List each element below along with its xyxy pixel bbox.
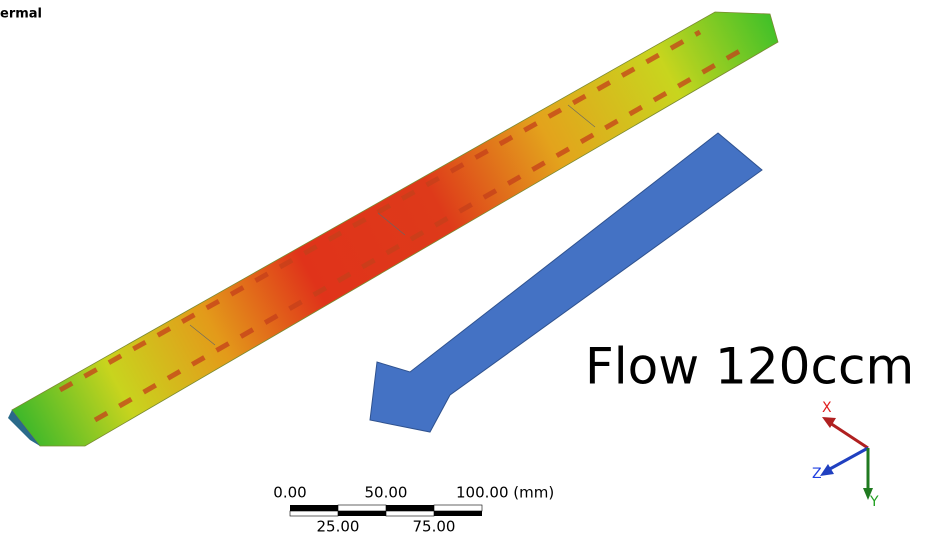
- scale-label: 100.00 (mm): [456, 484, 554, 502]
- scale-label: 25.00: [317, 518, 360, 536]
- triad-z-label: Z: [812, 466, 822, 482]
- channel-row: [93, 45, 747, 423]
- triad-x-head: [822, 417, 836, 428]
- scale-label: 50.00: [365, 484, 408, 502]
- beam-end: [8, 410, 40, 446]
- triad-z-head: [820, 464, 834, 476]
- scale-segment: [338, 511, 386, 516]
- scale-label: 0.00: [273, 484, 306, 502]
- scale-segment: [385, 510, 435, 517]
- scale-label: 75.00: [413, 518, 456, 536]
- channel-row: [58, 29, 702, 393]
- flow-arrow: [369, 132, 763, 433]
- triad-y-head: [863, 488, 873, 500]
- result-title: ermal: [0, 7, 42, 22]
- flow-annotation: Flow 120ccm: [585, 338, 914, 396]
- scale-bar: 0.00 50.00 100.00 (mm) 25.00 75.00: [273, 484, 554, 536]
- scale-segment: [433, 504, 483, 512]
- model: [8, 11, 779, 447]
- seam: [567, 104, 596, 128]
- triad-y-label: Y: [869, 494, 879, 510]
- seam: [377, 212, 406, 236]
- seam: [189, 324, 216, 346]
- scale-segment: [434, 511, 482, 516]
- scale-segment: [290, 505, 338, 511]
- triad-z: [827, 446, 869, 472]
- axis-triad: X Z Y: [812, 400, 879, 510]
- scale-segment: [289, 510, 339, 517]
- scale-segment: [337, 504, 387, 512]
- triad-x-label: X: [822, 400, 832, 416]
- triad-x: [829, 421, 869, 450]
- scale-segment: [386, 505, 434, 511]
